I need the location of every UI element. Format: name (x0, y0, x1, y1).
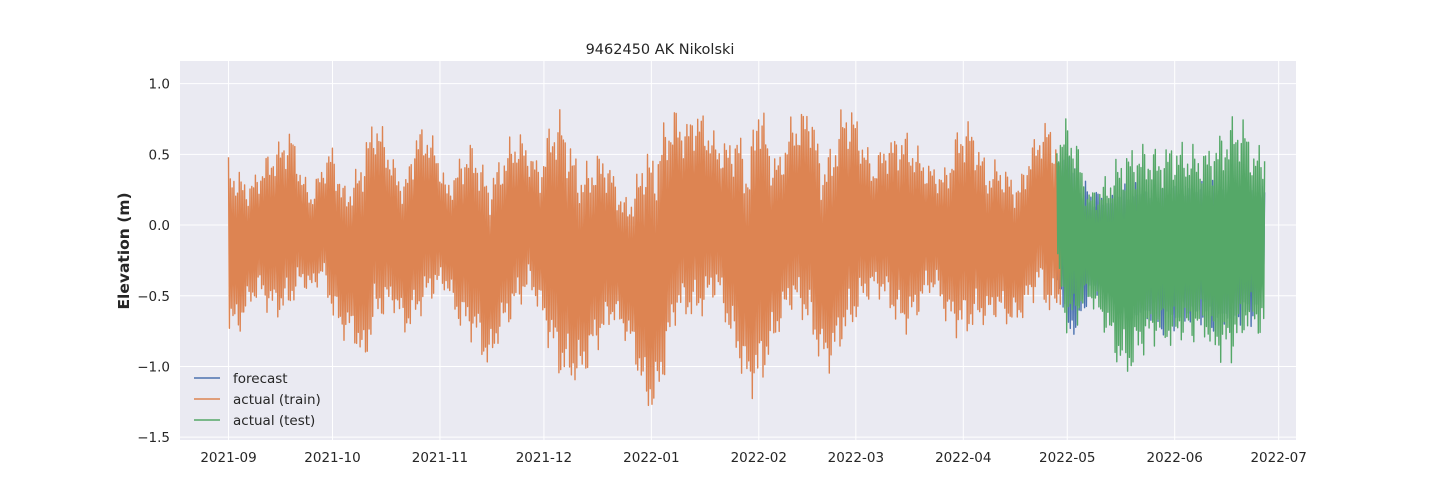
x-tick-2022-03: 2022-03 (828, 450, 884, 466)
x-tick-2021-11: 2021-11 (412, 450, 468, 466)
y-tick-1: 1.0 (149, 77, 170, 93)
x-tick-2022-05: 2022-05 (1039, 450, 1095, 466)
series-line-actual-train (227, 109, 1061, 407)
legend-entry-forecast: forecast (194, 371, 288, 387)
x-tick-2022-07: 2022-07 (1250, 450, 1306, 466)
x-tick-2022-01: 2022-01 (623, 450, 679, 466)
legend-label-actual-test: actual (test) (233, 413, 315, 429)
x-tick-2021-12: 2021-12 (516, 450, 572, 466)
legend: forecast actual (train) actual (test) (194, 371, 321, 429)
x-tick-2021-10: 2021-10 (304, 450, 360, 466)
legend-label-actual-train: actual (train) (233, 392, 321, 408)
y-tick-neg0-5: −0.5 (137, 289, 170, 305)
chart-title: 9462450 AK Nikolski (586, 42, 735, 58)
series-layer (227, 109, 1266, 407)
series-line-actual-test (1056, 116, 1266, 372)
legend-label-forecast: forecast (233, 371, 288, 387)
y-tick-0-5: 0.5 (149, 147, 170, 163)
y-axis-label: Elevation (m) (115, 192, 133, 309)
legend-entry-actual-train: actual (train) (194, 392, 321, 408)
legend-entry-actual-test: actual (test) (194, 413, 315, 429)
y-tick-neg1-5: −1.5 (137, 430, 170, 446)
x-tick-2022-02: 2022-02 (731, 450, 787, 466)
x-tick-2021-09: 2021-09 (200, 450, 256, 466)
x-tick-2022-04: 2022-04 (935, 450, 991, 466)
y-tick-neg1: −1.0 (137, 359, 170, 375)
x-tick-2022-06: 2022-06 (1146, 450, 1202, 466)
y-tick-0: 0.0 (149, 218, 170, 234)
axis-ticks: 2021-09 2021-10 2021-11 2021-12 2022-01 2022-… (137, 77, 1307, 466)
